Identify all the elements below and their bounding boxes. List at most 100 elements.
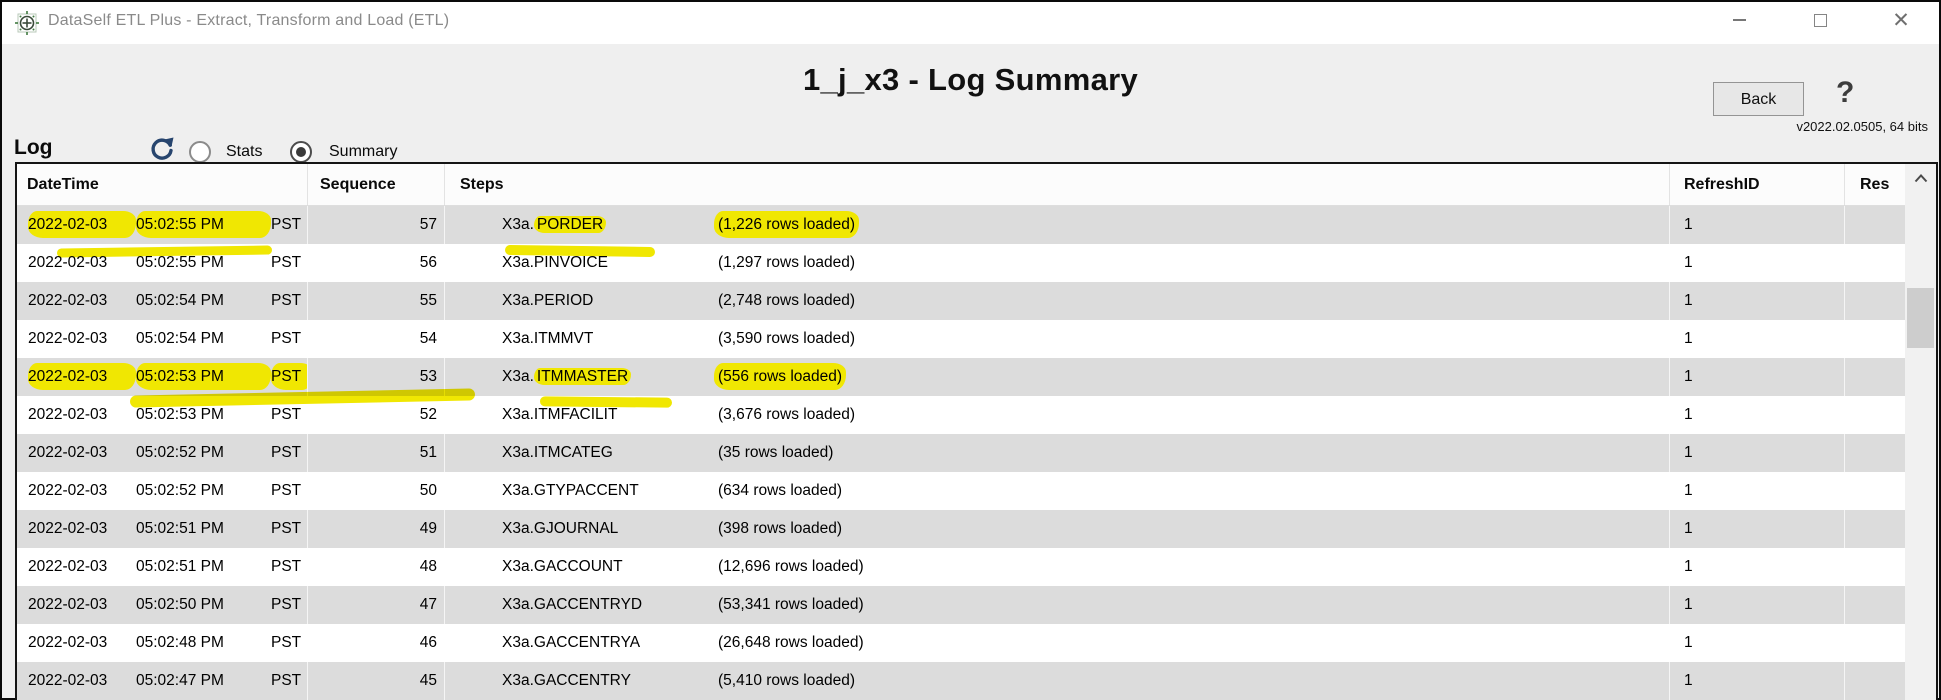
cell-steps: X3a.ITMFACILIT (3,676 rows loaded) bbox=[445, 396, 1670, 434]
close-button[interactable]: ✕ bbox=[1878, 2, 1924, 38]
column-header-res[interactable]: Res bbox=[1860, 176, 1890, 193]
cell-refreshid: 1 bbox=[1670, 586, 1845, 624]
maximize-button[interactable] bbox=[1797, 2, 1843, 38]
cell-steps: X3a.GACCENTRY (5,410 rows loaded) bbox=[445, 662, 1670, 700]
table-row[interactable]: 2022-02-03 05:02:54 PM PST 54 X3a.ITMMVT (3… bbox=[17, 320, 1936, 358]
cell-sequence: 54 bbox=[308, 320, 445, 358]
help-icon[interactable]: ? bbox=[1836, 76, 1855, 109]
radio-summary-label[interactable]: Summary bbox=[329, 143, 398, 160]
table-row[interactable]: 2022-02-03 05:02:52 PM PST 51 X3a.ITMCATEG… bbox=[17, 434, 1936, 472]
cell-datetime: 2022-02-03 05:02:52 PM PST bbox=[17, 434, 308, 472]
cell-res bbox=[1845, 206, 1905, 244]
table-row[interactable]: 2022-02-03 05:02:53 PM PST 53 X3a. ITMMASTE… bbox=[17, 358, 1936, 396]
column-header-sequence[interactable]: Sequence bbox=[308, 164, 445, 205]
cell-res bbox=[1845, 244, 1905, 282]
table-row[interactable]: 2022-02-03 05:02:48 PM PST 46 X3a.GACCENTR… bbox=[17, 624, 1936, 662]
cell-datetime: 2022-02-03 05:02:55 PM PST bbox=[17, 206, 308, 244]
table-row[interactable]: 2022-02-03 05:02:50 PM PST 47 X3a.GACCENTR… bbox=[17, 586, 1936, 624]
table-body: 2022-02-03 05:02:55 PM PST 57 X3a. PORDER (1… bbox=[17, 206, 1936, 700]
cell-sequence: 57 bbox=[308, 206, 445, 244]
cell-res bbox=[1845, 434, 1905, 472]
cell-refreshid: 1 bbox=[1670, 510, 1845, 548]
table-header-row: DateTime Sequence Steps RefreshID Res bbox=[17, 164, 1936, 206]
cell-refreshid: 1 bbox=[1670, 396, 1845, 434]
column-header-steps[interactable]: Steps bbox=[445, 164, 1670, 205]
refresh-icon[interactable] bbox=[148, 134, 176, 162]
cell-refreshid: 1 bbox=[1670, 472, 1845, 510]
cell-refreshid: 1 bbox=[1670, 662, 1845, 700]
cell-res bbox=[1845, 472, 1905, 510]
cell-res bbox=[1845, 358, 1905, 396]
cell-steps: X3a.ITMMVT (3,590 rows loaded) bbox=[445, 320, 1670, 358]
minimize-button[interactable] bbox=[1716, 2, 1762, 38]
cell-refreshid: 1 bbox=[1670, 434, 1845, 472]
cell-datetime: 2022-02-03 05:02:55 PM PST bbox=[17, 244, 308, 282]
cell-steps: X3a. PORDER (1,226 rows loaded) bbox=[445, 206, 1670, 244]
cell-steps: X3a. ITMMASTER (556 rows loaded) bbox=[445, 358, 1670, 396]
cell-refreshid: 1 bbox=[1670, 206, 1845, 244]
cell-refreshid: 1 bbox=[1670, 358, 1845, 396]
log-section-label: Log bbox=[14, 136, 53, 159]
maximize-icon bbox=[1813, 13, 1827, 27]
cell-steps: X3a.ITMCATEG (35 rows loaded) bbox=[445, 434, 1670, 472]
radio-stats-label[interactable]: Stats bbox=[226, 143, 263, 160]
cell-sequence: 46 bbox=[308, 624, 445, 662]
cell-sequence: 48 bbox=[308, 548, 445, 586]
cell-steps: X3a.PINVOICE (1,297 rows loaded) bbox=[445, 244, 1670, 282]
cell-sequence: 47 bbox=[308, 586, 445, 624]
table-row[interactable]: 2022-02-03 05:02:55 PM PST 57 X3a. PORDER (1… bbox=[17, 206, 1936, 244]
table-row[interactable]: 2022-02-03 05:02:54 PM PST 55 X3a.PERIOD (2… bbox=[17, 282, 1936, 320]
cell-res bbox=[1845, 624, 1905, 662]
radio-summary[interactable] bbox=[290, 141, 312, 163]
cell-datetime: 2022-02-03 05:02:48 PM PST bbox=[17, 624, 308, 662]
table-row[interactable]: 2022-02-03 05:02:53 PM PST 52 X3a.ITMFACIL… bbox=[17, 396, 1936, 434]
table-row[interactable]: 2022-02-03 05:02:55 PM PST 56 X3a.PINVOICE… bbox=[17, 244, 1936, 282]
cell-res bbox=[1845, 282, 1905, 320]
cell-res bbox=[1845, 548, 1905, 586]
table-row[interactable]: 2022-02-03 05:02:47 PM PST 45 X3a.GACCENTR… bbox=[17, 662, 1936, 700]
cell-refreshid: 1 bbox=[1670, 320, 1845, 358]
title-bar: DataSelf ETL Plus - Extract, Transform a… bbox=[2, 2, 1939, 44]
cell-datetime: 2022-02-03 05:02:54 PM PST bbox=[17, 282, 308, 320]
cell-sequence: 50 bbox=[308, 472, 445, 510]
cell-sequence: 52 bbox=[308, 396, 445, 434]
cell-datetime: 2022-02-03 05:02:52 PM PST bbox=[17, 472, 308, 510]
column-header-datetime[interactable]: DateTime bbox=[17, 164, 308, 205]
cell-res bbox=[1845, 662, 1905, 700]
cell-datetime: 2022-02-03 05:02:51 PM PST bbox=[17, 548, 308, 586]
column-header-refreshid[interactable]: RefreshID bbox=[1670, 164, 1845, 205]
back-button[interactable]: Back bbox=[1713, 82, 1804, 116]
cell-datetime: 2022-02-03 05:02:47 PM PST bbox=[17, 662, 308, 700]
cell-res bbox=[1845, 320, 1905, 358]
cell-steps: X3a.GJOURNAL (398 rows loaded) bbox=[445, 510, 1670, 548]
cell-res bbox=[1845, 396, 1905, 434]
cell-res bbox=[1845, 510, 1905, 548]
cell-steps: X3a.GACCENTRYD (53,341 rows loaded) bbox=[445, 586, 1670, 624]
app-target-icon bbox=[15, 11, 39, 35]
cell-refreshid: 1 bbox=[1670, 244, 1845, 282]
cell-refreshid: 1 bbox=[1670, 624, 1845, 662]
radio-stats[interactable] bbox=[189, 141, 211, 163]
table-row[interactable]: 2022-02-03 05:02:51 PM PST 48 X3a.GACCOUNT… bbox=[17, 548, 1936, 586]
cell-steps: X3a.GACCENTRYA (26,648 rows loaded) bbox=[445, 624, 1670, 662]
vertical-scrollbar[interactable] bbox=[1905, 164, 1936, 700]
close-icon: ✕ bbox=[1892, 8, 1910, 32]
cell-datetime: 2022-02-03 05:02:54 PM PST bbox=[17, 320, 308, 358]
scroll-up-button[interactable] bbox=[1905, 164, 1936, 192]
cell-sequence: 56 bbox=[308, 244, 445, 282]
scrollbar-thumb[interactable] bbox=[1907, 288, 1934, 348]
table-row[interactable]: 2022-02-03 05:02:51 PM PST 49 X3a.GJOURNAL… bbox=[17, 510, 1936, 548]
window-title: DataSelf ETL Plus - Extract, Transform a… bbox=[48, 12, 450, 29]
cell-steps: X3a.PERIOD (2,748 rows loaded) bbox=[445, 282, 1670, 320]
cell-sequence: 45 bbox=[308, 662, 445, 700]
cell-sequence: 55 bbox=[308, 282, 445, 320]
version-label: v2022.02.0505, 64 bits bbox=[1796, 119, 1928, 134]
table-row[interactable]: 2022-02-03 05:02:52 PM PST 50 X3a.GTYPACCE… bbox=[17, 472, 1936, 510]
cell-refreshid: 1 bbox=[1670, 548, 1845, 586]
cell-datetime: 2022-02-03 05:02:53 PM PST bbox=[17, 358, 308, 396]
cell-datetime: 2022-02-03 05:02:51 PM PST bbox=[17, 510, 308, 548]
page-title: 1_j_x3 - Log Summary bbox=[802, 62, 1139, 97]
cell-refreshid: 1 bbox=[1670, 282, 1845, 320]
cell-sequence: 51 bbox=[308, 434, 445, 472]
